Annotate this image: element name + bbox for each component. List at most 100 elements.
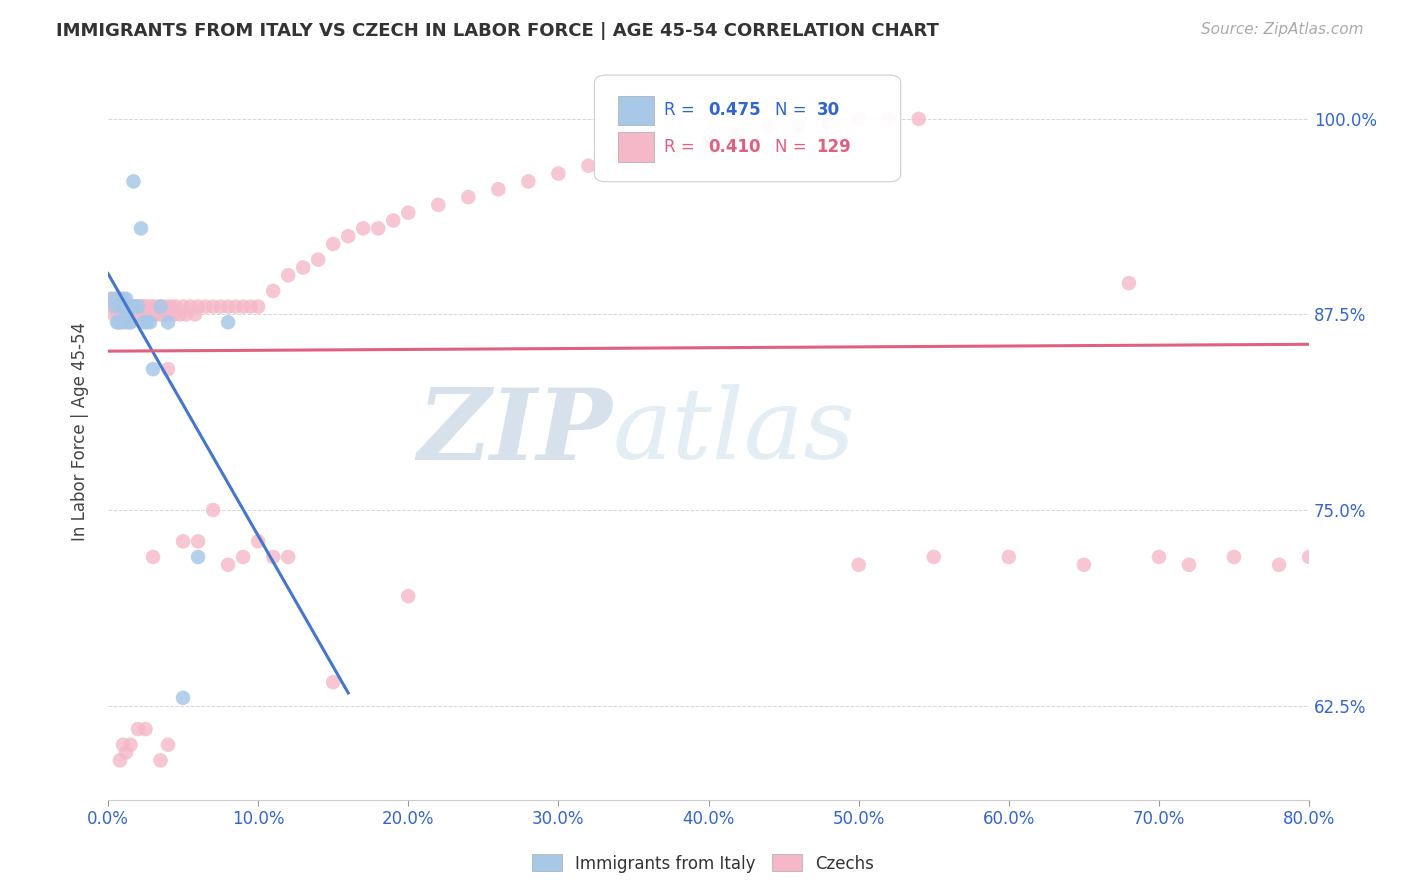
Point [172,534,194,549]
Point [169,308,191,322]
Point [127,308,149,322]
Text: R =: R = [664,138,700,156]
Point [111,738,134,752]
Point [132,300,155,314]
Point [457,190,479,204]
Bar [619,132,654,161]
Point [337,229,360,244]
Text: 30: 30 [817,102,839,120]
Point [202,300,225,314]
Point [150,300,173,314]
Point [118,300,141,314]
Point [128,300,150,314]
Text: ZIP: ZIP [418,384,613,480]
Point [101,300,124,314]
Point [105,315,128,329]
Point [517,174,540,188]
Point [817,115,839,129]
Point [118,300,141,314]
Point [129,308,152,322]
Point [104,300,127,314]
Point [107,292,129,306]
Point [262,549,284,564]
Point [239,300,262,314]
Point [110,292,132,306]
Point [108,308,131,322]
Point [174,308,197,322]
Point [111,300,134,314]
Point [115,308,138,322]
Point [101,292,124,306]
Point [107,315,129,329]
Point [907,112,929,126]
Point [322,237,344,252]
Text: N =: N = [775,138,811,156]
Point [1178,558,1201,572]
Point [128,308,150,322]
Point [114,300,136,314]
Point [127,300,149,314]
Point [247,534,270,549]
Point [122,174,145,188]
Point [120,315,142,329]
Point [352,221,374,235]
Point [121,300,143,314]
Point [141,300,163,314]
Point [148,300,170,314]
Point [172,300,194,314]
Point [129,221,152,235]
Point [1073,558,1095,572]
Point [135,300,157,314]
Point [922,549,945,564]
Point [202,503,225,517]
Point [104,292,127,306]
Point [163,308,186,322]
Point [998,549,1021,564]
Point [247,300,270,314]
Point [262,284,284,298]
Y-axis label: In Labor Force | Age 45-54: In Labor Force | Age 45-54 [72,322,89,541]
Point [277,549,299,564]
Point [117,308,139,322]
Point [120,738,142,752]
Point [115,308,138,322]
Text: Source: ZipAtlas.com: Source: ZipAtlas.com [1201,22,1364,37]
Point [143,300,166,314]
Point [131,300,153,314]
Point [727,128,749,142]
Point [668,143,690,157]
Point [114,300,136,314]
Point [121,308,143,322]
Text: atlas: atlas [613,384,855,479]
Point [155,300,177,314]
Point [110,308,132,322]
Point [848,558,870,572]
Point [117,315,139,329]
Point [607,151,630,165]
Point [108,300,131,314]
Point [217,300,239,314]
Point [1118,276,1140,290]
Point [149,300,172,314]
Point [115,300,138,314]
Point [157,308,180,322]
Point [184,308,207,322]
Point [111,292,134,306]
Point [153,308,176,322]
Point [100,292,122,306]
Point [127,300,149,314]
Point [848,112,870,126]
Point [232,549,254,564]
Point [129,300,152,314]
Point [1223,549,1246,564]
Point [111,315,134,329]
Point [120,308,142,322]
Point [157,315,180,329]
Point [382,213,405,227]
Point [225,300,247,314]
Point [758,120,780,134]
Point [396,589,419,603]
Point [187,549,209,564]
Text: R =: R = [664,102,700,120]
Point [124,300,146,314]
